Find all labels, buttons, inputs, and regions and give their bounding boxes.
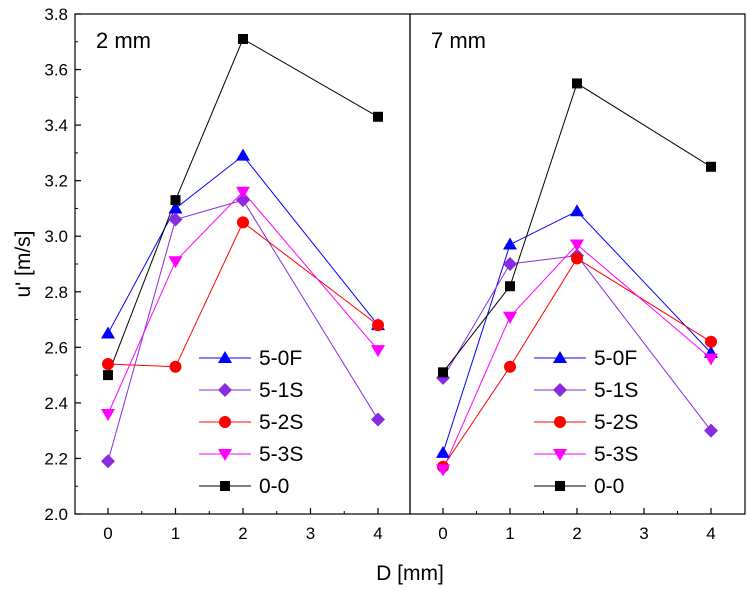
legend-label: 0-0	[259, 475, 289, 498]
y-tick-label: 3.4	[44, 116, 68, 135]
x-tick-label: 2	[572, 524, 581, 543]
plot-frame-0	[74, 13, 411, 515]
legend-marker	[220, 481, 230, 491]
series-line-5-3S	[442, 243, 712, 470]
data-point	[236, 148, 250, 161]
legend-label: 5-3S	[259, 443, 303, 466]
panel-title: 7 mm	[431, 28, 486, 53]
series-line-5-0F	[107, 154, 379, 334]
data-point	[372, 319, 384, 332]
data-point	[504, 360, 516, 373]
series-line-5-3S	[107, 191, 379, 415]
data-point	[236, 186, 250, 199]
data-point	[101, 326, 115, 339]
data-point	[373, 111, 383, 122]
legend-label: 5-2S	[259, 411, 303, 434]
legend-marker	[218, 351, 232, 363]
data-point	[704, 353, 718, 366]
data-point	[570, 239, 584, 252]
y-tick-label: 2.4	[44, 394, 68, 413]
data-point	[503, 311, 517, 324]
y-tick-label: 3.6	[44, 61, 68, 80]
legend-marker	[218, 383, 232, 397]
data-point	[170, 195, 181, 206]
y-tick-label: 2.2	[44, 449, 68, 468]
data-point	[704, 423, 718, 438]
data-point	[503, 257, 517, 271]
data-point	[705, 335, 717, 348]
legend-marker	[219, 416, 231, 428]
data-point	[168, 212, 183, 227]
y-tick-label: 3.8	[44, 5, 68, 24]
x-tick-label: 0	[103, 524, 112, 543]
series-line-5-2S	[107, 221, 379, 368]
series-line-5-2S	[442, 257, 712, 468]
data-point	[237, 216, 249, 229]
series-line-0-0	[107, 38, 379, 376]
data-point	[503, 237, 517, 250]
data-point	[168, 256, 183, 269]
legend-marker	[554, 416, 566, 428]
y-axis-title: u' [m/s]	[12, 230, 35, 297]
legend-label: 5-0F	[594, 347, 637, 370]
x-tick-label: 2	[238, 524, 247, 543]
x-tick-label: 3	[306, 524, 315, 543]
data-point	[236, 193, 250, 208]
data-point	[436, 464, 450, 477]
y-tick-label: 3.0	[44, 227, 68, 246]
data-point	[371, 345, 385, 358]
x-tick-label: 0	[438, 524, 447, 543]
y-tick-label: 3.2	[44, 172, 68, 191]
legend-label: 0-0	[594, 475, 624, 498]
legend-marker	[553, 383, 567, 397]
data-point	[371, 412, 385, 427]
series-line-5-0F	[442, 210, 712, 454]
x-tick-label: 3	[639, 524, 648, 543]
x-tick-label: 1	[171, 524, 180, 543]
y-tick-label: 2.0	[44, 505, 68, 524]
data-point	[505, 281, 515, 292]
x-tick-label: 1	[505, 524, 514, 543]
data-point	[168, 201, 183, 214]
data-point	[572, 78, 582, 89]
series-line-5-1S	[442, 255, 712, 431]
legend-marker	[555, 481, 565, 491]
series-line-0-0	[442, 82, 712, 373]
data-point	[438, 367, 448, 378]
legend-label: 5-1S	[259, 379, 303, 402]
y-tick-label: 2.6	[44, 338, 68, 357]
data-point	[102, 358, 114, 370]
data-point	[436, 445, 450, 458]
data-point	[101, 454, 115, 469]
data-point	[103, 370, 113, 381]
data-point	[238, 34, 248, 44]
legend-label: 5-3S	[594, 443, 638, 466]
legend-marker	[553, 449, 567, 461]
data-point	[101, 409, 115, 421]
data-point	[571, 252, 583, 265]
data-point	[706, 161, 716, 172]
y-tick-label: 2.8	[44, 283, 68, 302]
x-axis-title: D [mm]	[376, 562, 444, 585]
legend-label: 5-0F	[259, 347, 302, 370]
panel-title: 2 mm	[96, 28, 151, 53]
data-point	[570, 204, 584, 217]
legend-label: 5-2S	[594, 411, 638, 434]
x-tick-label: 4	[373, 524, 382, 543]
legend-marker	[218, 449, 232, 461]
x-tick-label: 4	[706, 524, 715, 543]
series-line-5-1S	[107, 199, 379, 462]
legend-label: 5-1S	[594, 379, 638, 402]
data-point	[169, 360, 182, 373]
legend-marker	[553, 351, 567, 363]
